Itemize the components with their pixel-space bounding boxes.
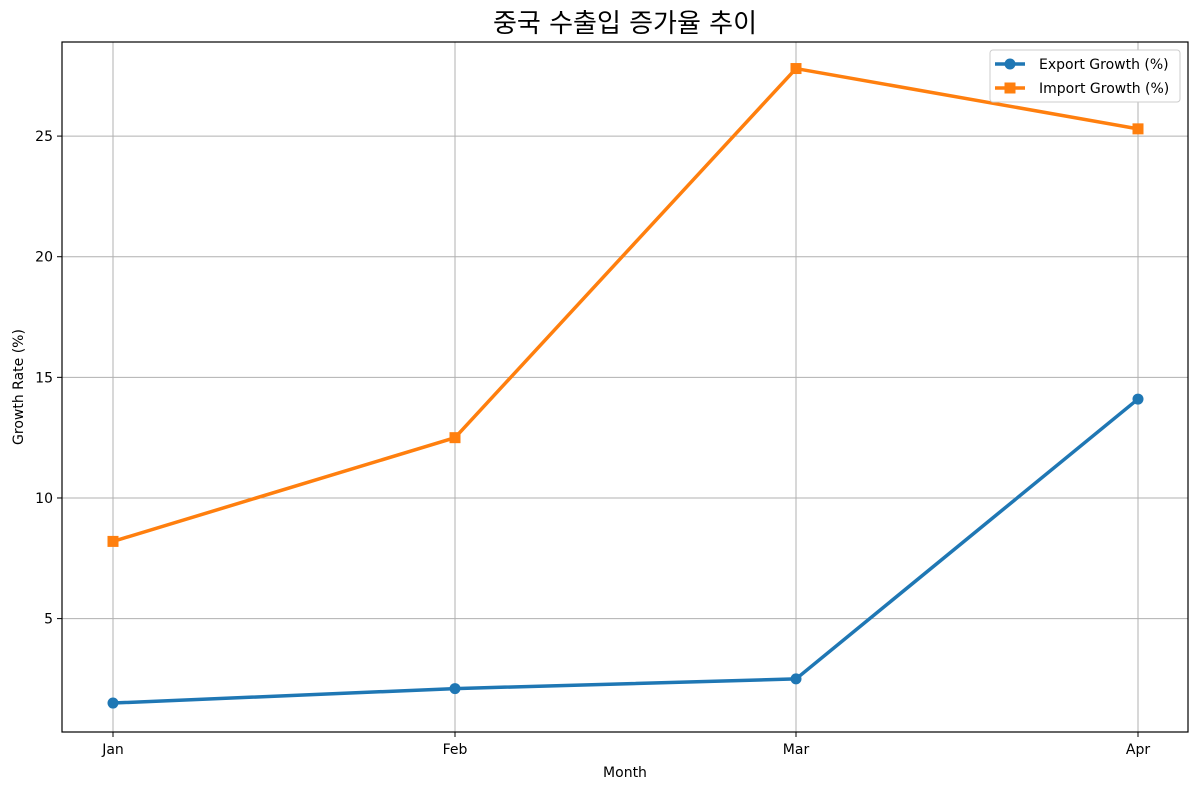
legend-label-2: Import Growth (%) (1039, 81, 1169, 97)
legend-label-1: Export Growth (%) (1039, 57, 1169, 73)
x-tick-label: Apr (1126, 742, 1150, 758)
x-tick-label: Feb (443, 742, 468, 758)
legend-box (989, 49, 1181, 103)
series-line-2 (111, 66, 1140, 544)
grid-layer (62, 42, 1188, 732)
x-axis-label: Month (603, 765, 647, 781)
series-line-1 (111, 397, 1140, 705)
ticks-layer: Jan Feb Mar Apr 5 10 15 20 25 (35, 129, 1150, 758)
legend-marker-circle (1004, 58, 1016, 70)
data-point-circle (790, 673, 802, 685)
y-tick-label: 5 (44, 612, 53, 628)
data-point-square (1132, 123, 1144, 135)
y-tick-label: 15 (35, 370, 53, 386)
x-tick-label: Mar (783, 742, 810, 758)
data-point-square (107, 535, 119, 547)
x-tick-label: Jan (101, 742, 124, 758)
data-point-circle (1132, 393, 1144, 405)
y-tick-label: 10 (35, 491, 53, 507)
data-point-circle (107, 697, 119, 709)
plot-area-frame (61, 41, 1189, 733)
y-axis-label: Growth Rate (%) (11, 329, 27, 445)
data-point-circle (449, 683, 461, 695)
data-point-square (449, 432, 461, 444)
legend: Export Growth (%) Import Growth (%) (989, 49, 1181, 103)
data-point-square (790, 63, 802, 75)
y-tick-label: 25 (35, 129, 53, 145)
series-layer (107, 63, 1144, 709)
legend-marker-square (1004, 82, 1016, 94)
chart-title: 중국 수출입 증가율 추이 (493, 9, 757, 39)
y-tick-label: 20 (35, 250, 53, 266)
